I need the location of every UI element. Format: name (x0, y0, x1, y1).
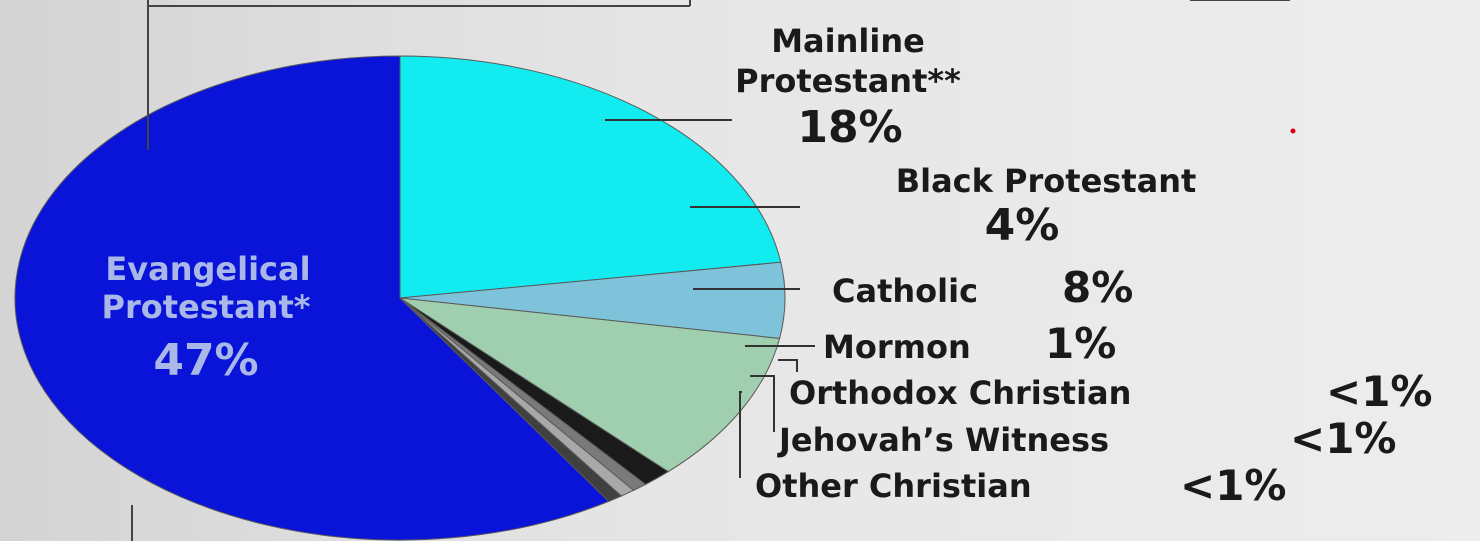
value-label-evangelical: 47% (153, 335, 258, 386)
label-other: Other Christian (755, 467, 1032, 505)
leader-line-orthodox (778, 360, 797, 372)
value-label-other: <1% (1180, 461, 1287, 510)
red-dot-mark (1291, 129, 1296, 134)
label-black-protestant: Black Protestant (896, 162, 1197, 200)
pie-slice-2 (400, 56, 781, 298)
value-label-black-protestant: 4% (985, 200, 1060, 251)
label-jehovah: Jehovah’s Witness (777, 421, 1109, 459)
label-catholic: Catholic (832, 272, 978, 310)
label-mormon: Mormon (823, 328, 971, 366)
value-label-mormon: 1% (1045, 319, 1116, 368)
label-evangelical-line2: Protestant* (102, 288, 311, 326)
label-mainline-line1: Mainline (771, 22, 925, 60)
value-label-orthodox: <1% (1326, 367, 1433, 416)
value-label-mainline: 18% (797, 102, 902, 153)
label-mainline-line2: Protestant** (735, 62, 961, 100)
value-label-catholic: 8% (1062, 263, 1133, 312)
label-evangelical-line1: Evangelical (105, 250, 310, 288)
value-label-jehovah: <1% (1290, 414, 1397, 463)
label-orthodox: Orthodox Christian (789, 374, 1131, 412)
